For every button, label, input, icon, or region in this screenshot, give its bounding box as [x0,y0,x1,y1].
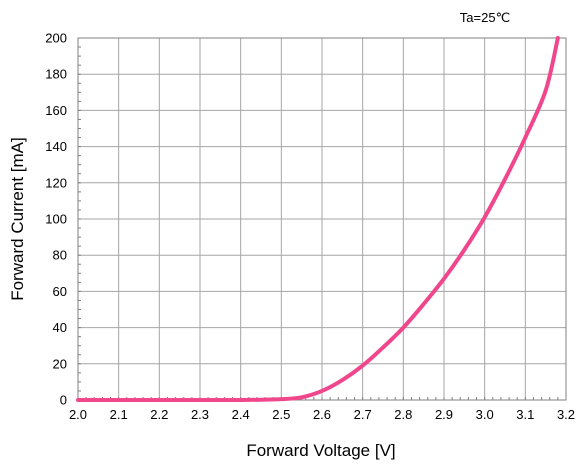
x-tick-label: 3.0 [476,407,494,422]
y-tick-label: 200 [45,31,67,46]
grid [78,38,566,400]
x-tick-label: 2.4 [232,407,250,422]
y-tick-label: 20 [53,356,67,371]
x-tick-label: 2.1 [110,407,128,422]
y-axis-title: Forward Current [mA] [8,137,27,300]
y-tick-labels: 0 20 40 60 80 100 120 140 160 180 200 [45,31,67,408]
x-tick-label: 2.0 [69,407,87,422]
x-axis-title: Forward Voltage [V] [246,441,395,460]
x-tick-label: 3.2 [557,407,575,422]
y-tick-label: 60 [53,284,67,299]
forward-current-curve [76,36,560,403]
y-tick-label: 180 [45,67,67,82]
y-tick-label: 80 [53,248,67,263]
x-tick-label: 2.7 [354,407,372,422]
x-tick-label: 2.2 [150,407,168,422]
y-tick-label: 140 [45,139,67,154]
x-tick-label: 2.6 [313,407,331,422]
x-tick-labels: 2.0 2.1 2.2 2.3 2.4 2.5 2.6 2.7 2.8 2.9 3.0 3.1 3.2 [69,407,575,422]
y-tick-label: 120 [45,175,67,190]
y-tick-label: 100 [45,212,67,227]
temperature-annotation: Ta=25℃ [460,10,510,25]
y-tick-label: 40 [53,320,67,335]
y-tick-label: 0 [60,393,67,408]
x-tick-label: 2.9 [435,407,453,422]
x-tick-label: 3.1 [516,407,534,422]
x-tick-label: 2.5 [272,407,290,422]
x-tick-label: 2.8 [394,407,412,422]
x-tick-label: 2.3 [191,407,209,422]
y-tick-label: 160 [45,103,67,118]
